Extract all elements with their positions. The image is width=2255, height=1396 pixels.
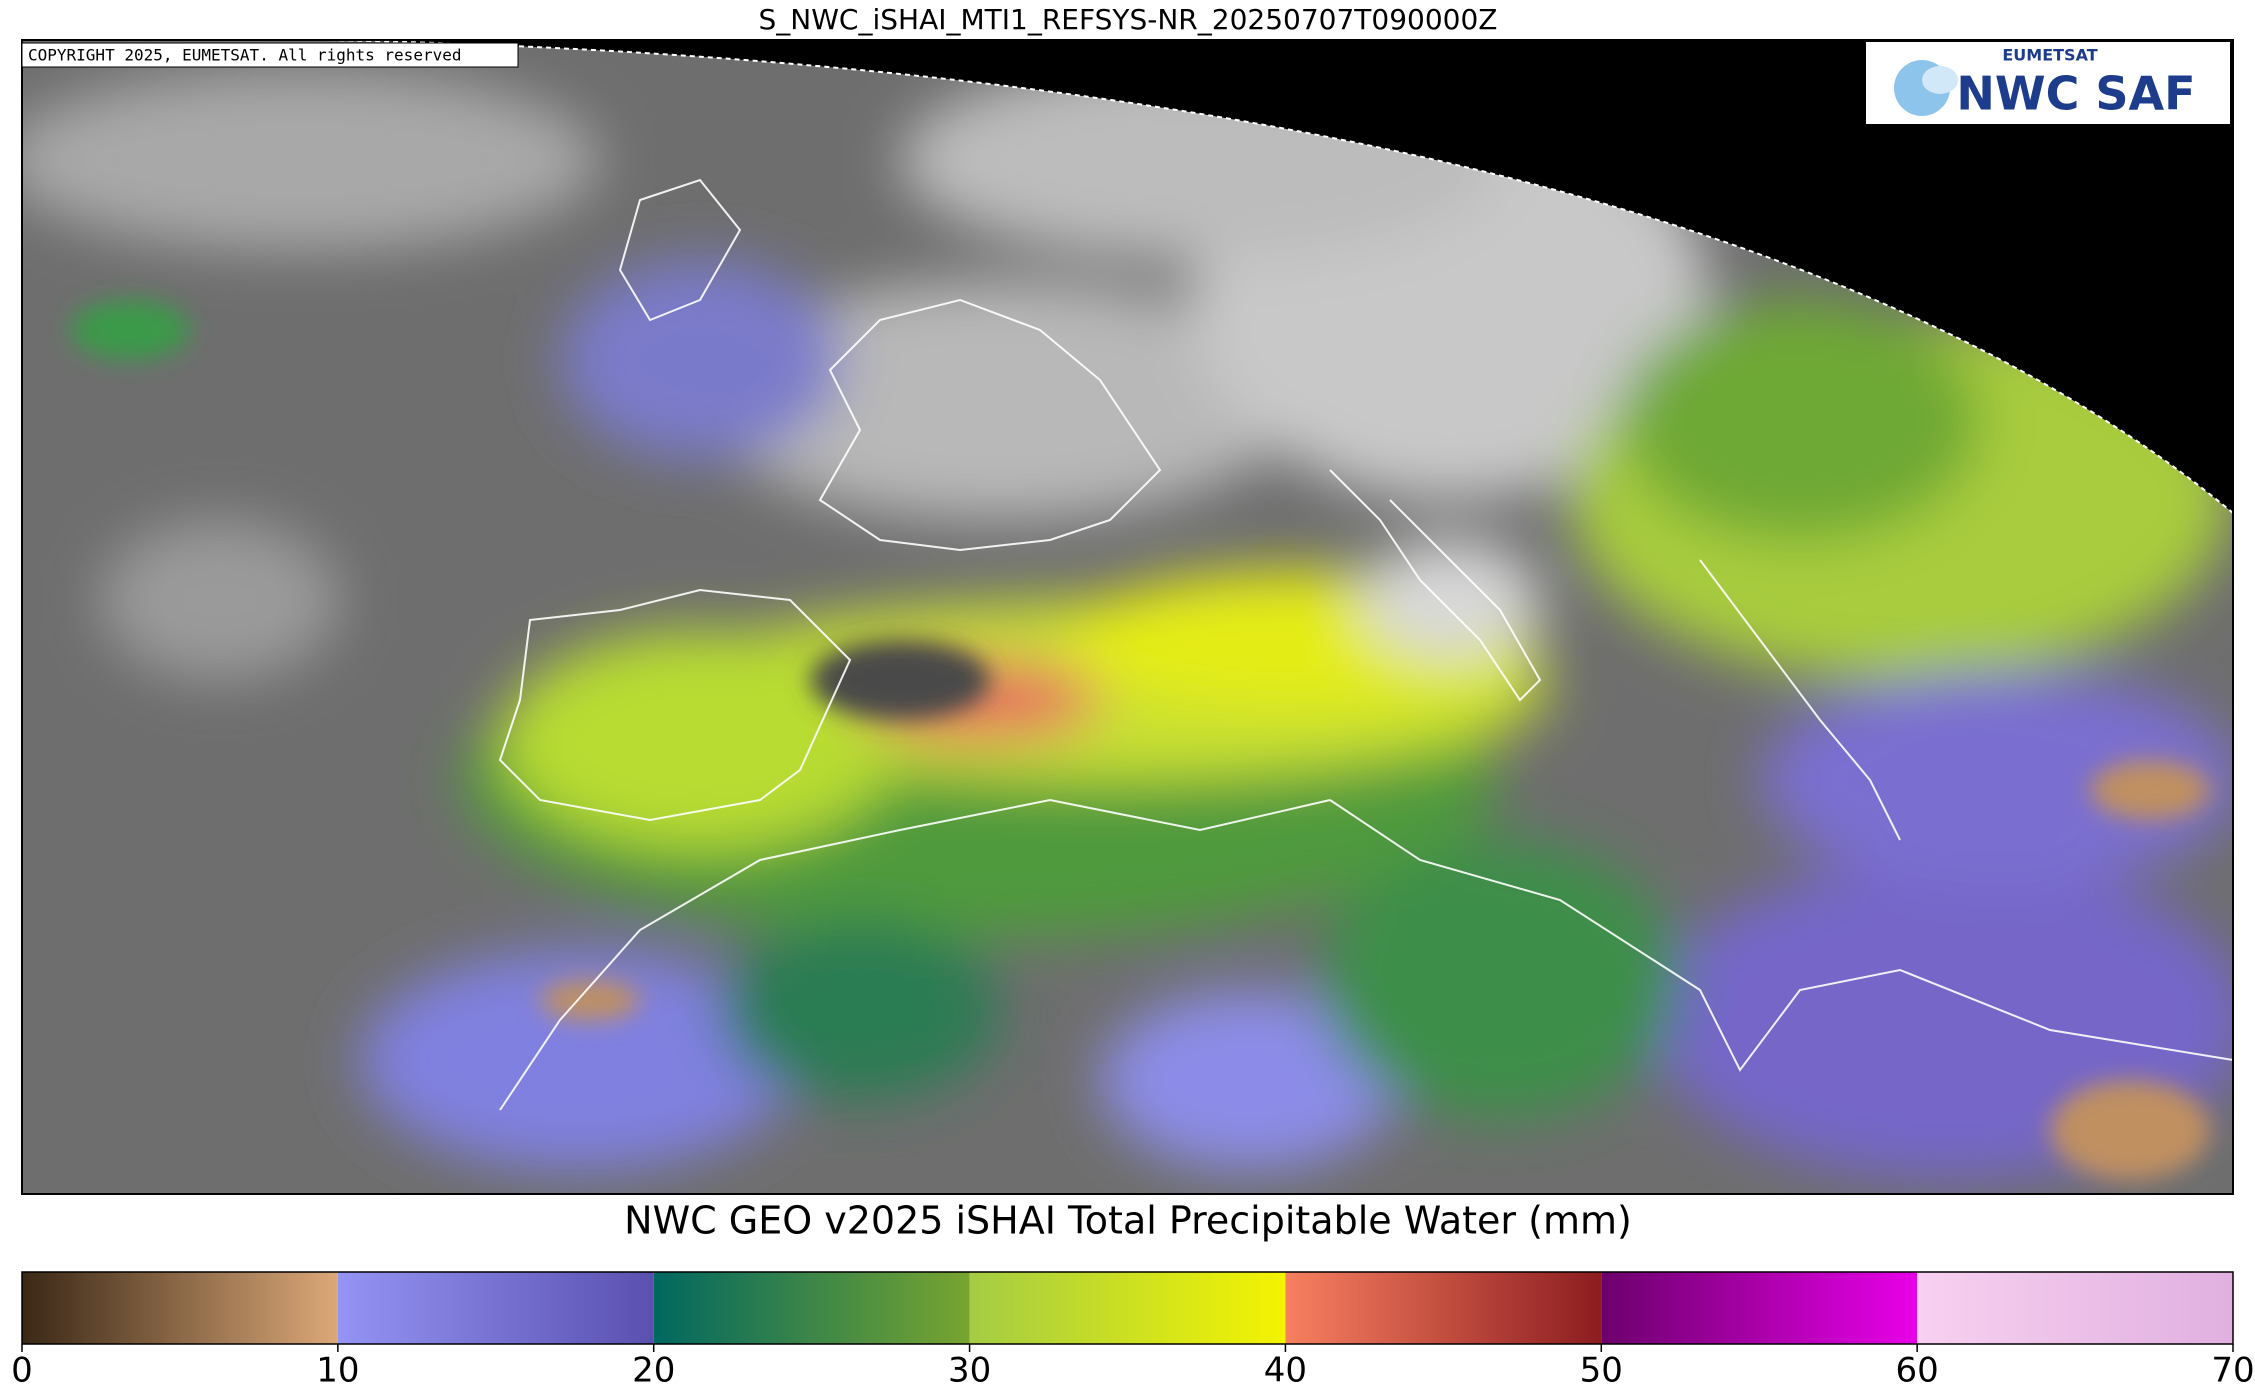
tick-label: 40 [1264, 1351, 1307, 1391]
tick-label: 30 [948, 1351, 991, 1391]
colorbar-segment [337, 1272, 654, 1344]
colorbar-segment [653, 1272, 970, 1344]
colorbar: 0 10 20 30 40 50 60 70 [11, 1271, 2255, 1391]
logo-name: NWC SAF [1956, 67, 2195, 121]
map-frame [21, 39, 2234, 1195]
logo-icon [1922, 66, 1958, 94]
colorbar-segment [1917, 1272, 2233, 1344]
tick-label: 60 [1896, 1351, 1939, 1391]
colorbar-segment [1285, 1272, 1602, 1344]
colorbar-segment [1601, 1272, 1918, 1344]
logo-org: EUMETSAT [2002, 46, 2097, 65]
tick-label: 10 [316, 1351, 359, 1391]
logo: EUMETSAT NWC SAF [1866, 42, 2230, 124]
tick-label: 0 [11, 1351, 33, 1391]
figure-title: S_NWC_iSHAI_MTI1_REFSYS-NR_20250707T0900… [759, 3, 1498, 36]
tick-label: 70 [2211, 1351, 2254, 1391]
satellite-map [22, 40, 2233, 1194]
colorbar-segment [22, 1272, 338, 1344]
colorbar-segment [969, 1272, 1286, 1344]
colorbar-frame [21, 1271, 2234, 1345]
copyright-box [21, 42, 519, 68]
copyright: COPYRIGHT 2025, EUMETSAT. All rights res… [28, 46, 461, 65]
tick-label: 20 [632, 1351, 675, 1391]
colorbar-label: NWC GEO v2025 iSHAI Total Precipitable W… [624, 1199, 1632, 1243]
tick-label: 50 [1580, 1351, 1623, 1391]
